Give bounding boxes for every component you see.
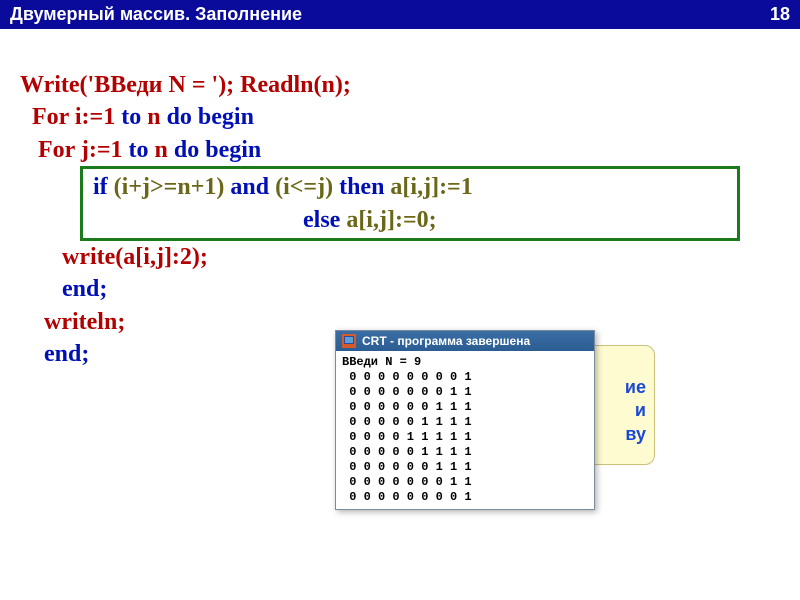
crt-prompt: ВВеди N = 9 [342,355,421,369]
crt-output-body: ВВеди N = 9 0 0 0 0 0 0 0 0 1 0 0 0 0 0 … [336,351,594,509]
slide-page-number: 18 [770,4,790,25]
matrix-row: 0 0 0 0 0 1 1 1 1 [342,415,472,429]
code-line-3: For j:=1 to n do begin [20,134,780,166]
crt-app-icon [342,334,356,348]
slide-header: Двумерный массив. Заполнение 18 [0,0,800,29]
crt-title-text: CRT - программа завершена [362,334,530,348]
box-line-1: if (i+j>=n+1) and (i<=j) then a[i,j]:=1 [93,171,727,203]
code-line-1: Write('ВВеди N = '); Readln(n); [20,69,780,101]
matrix-row: 0 0 0 0 0 1 1 1 1 [342,445,472,459]
matrix-row: 0 0 0 0 0 0 1 1 1 [342,460,472,474]
matrix-row: 0 0 0 0 0 0 1 1 1 [342,400,472,414]
crt-titlebar: CRT - программа завершена [336,331,594,351]
slide-title: Двумерный массив. Заполнение [10,4,302,25]
crt-output-window: CRT - программа завершена ВВеди N = 9 0 … [335,330,595,510]
box-line-2: else a[i,j]:=0; [93,204,727,236]
matrix-row: 0 0 0 0 0 0 0 1 1 [342,475,472,489]
matrix-row: 0 0 0 0 1 1 1 1 1 [342,430,472,444]
matrix-row: 0 0 0 0 0 0 0 1 1 [342,385,472,399]
code-line-2: For i:=1 to n do begin [20,101,780,133]
highlighted-condition-box: if (i+j>=n+1) and (i<=j) then a[i,j]:=1 … [80,166,740,241]
matrix-row: 0 0 0 0 0 0 0 0 1 [342,490,472,504]
matrix-row: 0 0 0 0 0 0 0 0 1 [342,370,472,384]
code-line-7: end; [20,273,780,305]
code-line-6: write(a[i,j]:2); [20,241,780,273]
